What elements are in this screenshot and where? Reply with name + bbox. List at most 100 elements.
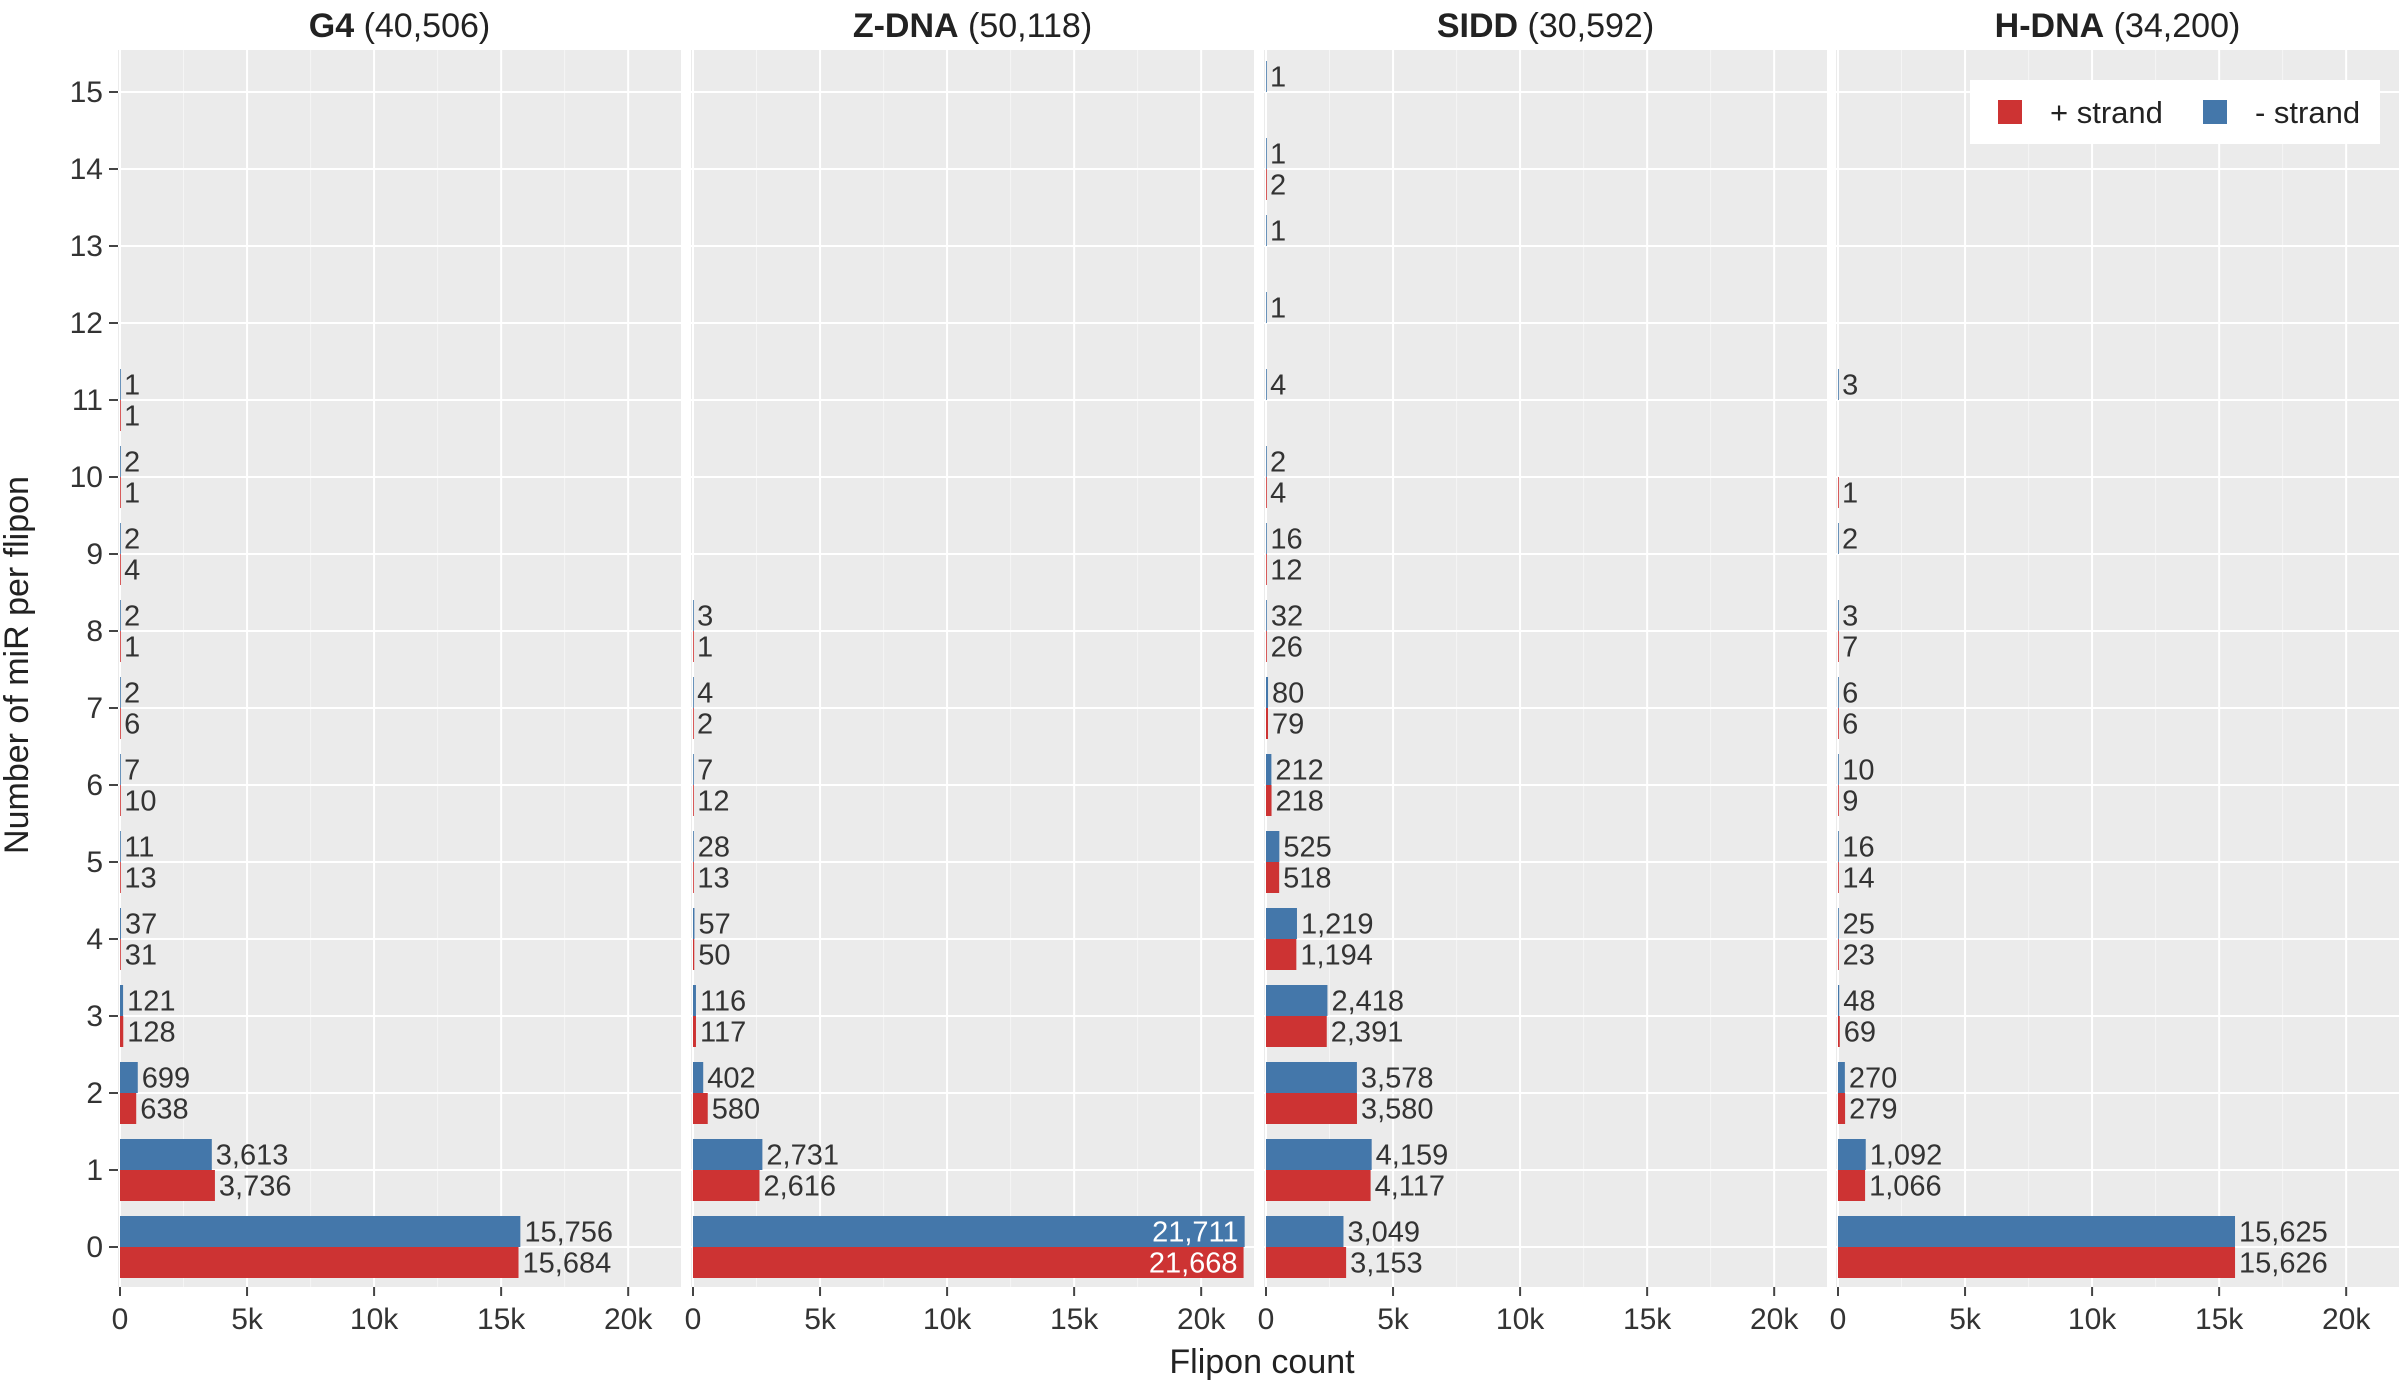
bar-plus-strand	[693, 631, 694, 662]
data-label: 26	[1271, 632, 1303, 664]
bar-plus-strand	[1266, 708, 1269, 739]
facet-name: H-DNA	[1995, 7, 2105, 45]
data-label: 1	[124, 370, 140, 402]
bar-minus-strand	[1838, 1139, 1866, 1170]
bar-minus-strand	[1838, 677, 1839, 708]
data-label: 21,711	[1152, 1217, 1239, 1249]
facet-total: (40,506)	[354, 7, 490, 45]
bar-minus-strand	[1266, 985, 1328, 1016]
data-label: 32	[1271, 601, 1303, 633]
bar-minus-strand	[1266, 831, 1280, 862]
bar-minus-strand	[693, 1139, 763, 1170]
bar-plus-strand	[1266, 785, 1272, 816]
bar-minus-strand	[120, 600, 121, 631]
data-label: 3,736	[219, 1171, 292, 1203]
bar-plus-strand	[1266, 554, 1267, 585]
bar-plus-strand	[693, 708, 694, 739]
bar-minus-strand	[120, 523, 121, 554]
data-label: 2,418	[1331, 986, 1404, 1018]
panel-background	[691, 50, 1254, 1287]
data-label: 2	[124, 524, 140, 556]
data-label: 80	[1272, 678, 1304, 710]
data-label: 3,580	[1361, 1094, 1434, 1126]
bar-minus-strand	[1838, 600, 1839, 631]
data-label: 116	[700, 986, 746, 1018]
bar-plus-strand	[693, 862, 694, 893]
bar-minus-strand	[693, 600, 694, 631]
data-label: 2	[124, 601, 140, 633]
bar-minus-strand	[1838, 1216, 2236, 1247]
x-tick-label: 10k	[2068, 1303, 2117, 1336]
y-tick-label: 14	[70, 153, 103, 186]
bar-plus-strand	[1838, 477, 1839, 508]
data-label: 218	[1276, 786, 1324, 818]
bar-plus-strand	[1838, 785, 1839, 816]
facet-panel-z-dna: Z-DNA (50,118) 21,668 2,616 580 117 50 13 12 2 1 2…	[691, 7, 1254, 1287]
legend-swatch	[1998, 100, 2022, 124]
data-label: 525	[1283, 832, 1331, 864]
bar-plus-strand	[1838, 631, 1839, 662]
data-label: 121	[127, 986, 175, 1018]
facet-name: G4	[309, 7, 354, 45]
y-axis-title: Number of miR per flipon	[0, 476, 36, 854]
bar-plus-strand	[693, 785, 694, 816]
facet-name: SIDD	[1437, 7, 1518, 45]
x-tick-label: 20k	[2322, 1303, 2371, 1336]
bar-plus-strand	[1266, 631, 1267, 662]
bar-plus-strand	[1266, 1247, 1347, 1278]
bar-plus-strand	[1266, 862, 1280, 893]
data-label: 23	[1843, 940, 1875, 972]
facet-total: (30,592)	[1518, 7, 1654, 45]
data-label: 2	[1270, 170, 1286, 202]
bar-minus-strand	[1266, 908, 1297, 939]
data-label: 2,391	[1331, 1017, 1404, 1049]
data-label: 2	[124, 678, 140, 710]
data-label: 3,578	[1361, 1063, 1434, 1095]
bar-plus-strand	[120, 862, 121, 893]
bar-minus-strand	[1266, 446, 1267, 477]
data-label: 1	[1842, 478, 1858, 510]
data-label: 3	[1842, 601, 1858, 633]
bar-minus-strand	[120, 985, 124, 1016]
data-label: 580	[712, 1094, 760, 1126]
data-label: 270	[1849, 1063, 1897, 1095]
data-label: 79	[1272, 709, 1304, 741]
x-tick-label: 10k	[350, 1303, 399, 1336]
bar-minus-strand	[1838, 369, 1839, 400]
data-label: 638	[140, 1094, 188, 1126]
data-label: 16	[1270, 524, 1302, 556]
data-label: 10	[124, 786, 156, 818]
bar-minus-strand	[693, 1216, 1245, 1247]
bar-minus-strand	[1266, 677, 1269, 708]
bar-minus-strand	[1266, 754, 1272, 785]
x-tick-label: 5k	[804, 1303, 837, 1336]
bar-minus-strand	[1266, 369, 1267, 400]
x-tick-label: 5k	[231, 1303, 264, 1336]
data-label: 3	[1842, 370, 1858, 402]
data-label: 4	[1270, 478, 1286, 510]
data-label: 1	[697, 632, 713, 664]
bar-minus-strand	[120, 1139, 212, 1170]
bar-minus-strand	[1838, 523, 1839, 554]
y-tick-label: 9	[86, 538, 103, 571]
facet-panel-sidd: SIDD (30,592) 3,153 4,117 3,580 2,391 1,194 51…	[1264, 7, 1827, 1287]
data-label: 2	[1842, 524, 1858, 556]
bar-plus-strand	[120, 785, 121, 816]
data-label: 1	[124, 632, 140, 664]
x-tick-label: 15k	[1050, 1303, 1099, 1336]
data-label: 4	[1270, 370, 1286, 402]
facet-title: H-DNA (34,200)	[1995, 7, 2241, 45]
x-tick-label: 20k	[1177, 1303, 1226, 1336]
legend: + strand - strand	[1970, 80, 2380, 144]
data-label: 50	[698, 940, 730, 972]
facet-total: (50,118)	[959, 7, 1093, 45]
data-label: 2	[697, 709, 713, 741]
data-label: 12	[1270, 555, 1302, 587]
bar-minus-strand	[1266, 61, 1267, 92]
bar-plus-strand	[120, 1093, 137, 1124]
x-tick-label: 0	[112, 1303, 129, 1336]
bar-minus-strand	[1266, 1062, 1357, 1093]
data-label: 3,153	[1350, 1248, 1423, 1280]
bar-minus-strand	[120, 831, 121, 862]
data-label: 1	[1270, 62, 1286, 94]
